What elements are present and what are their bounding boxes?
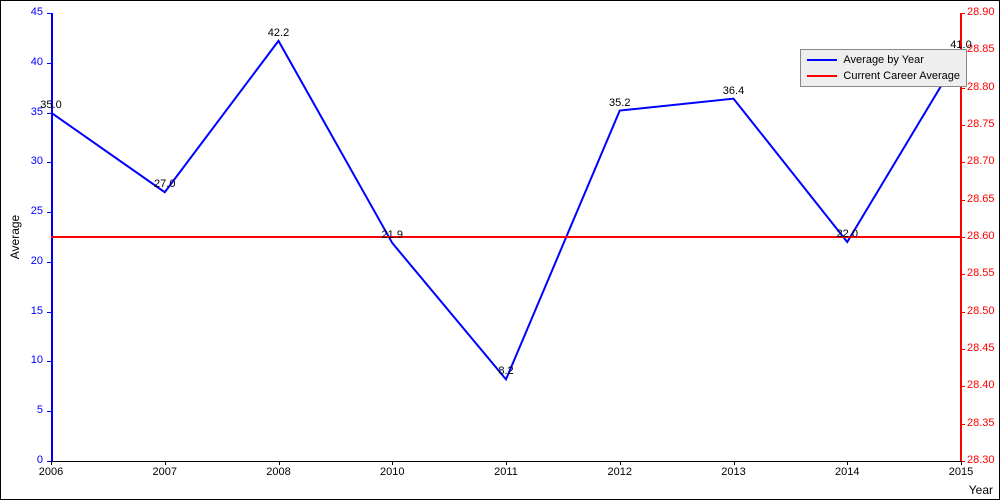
y-right-tick [961, 88, 965, 89]
x-tick [961, 461, 962, 465]
y-left-tick [47, 312, 51, 313]
y-left-tick-label: 10 [31, 354, 43, 366]
y-right-tick [961, 386, 965, 387]
y-left-tick [47, 411, 51, 412]
legend: Average by Year Current Career Average [800, 49, 967, 87]
y-right-tick [961, 13, 965, 14]
y-right-tick-label: 28.65 [967, 193, 995, 205]
legend-swatch [807, 75, 837, 77]
x-tick [847, 461, 848, 465]
data-point-label: 42.2 [268, 27, 289, 39]
y-right-tick-label: 28.40 [967, 379, 995, 391]
y-left-tick-label: 45 [31, 6, 43, 18]
legend-label: Average by Year [843, 54, 924, 66]
y-axis-title: Average [8, 215, 22, 259]
y-left-tick [47, 212, 51, 213]
y-right-tick-label: 28.70 [967, 155, 995, 167]
y-left-tick [47, 63, 51, 64]
y-right-tick-label: 28.80 [967, 81, 995, 93]
x-tick [165, 461, 166, 465]
data-point-label: 36.4 [723, 85, 744, 97]
x-tick-label: 2010 [380, 466, 404, 478]
y-left-tick-label: 25 [31, 205, 43, 217]
x-tick-label: 2013 [721, 466, 745, 478]
x-tick-label: 2015 [949, 466, 973, 478]
y-right-tick-label: 28.35 [967, 417, 995, 429]
x-tick-label: 2011 [494, 466, 518, 478]
y-right-tick-label: 28.60 [967, 230, 995, 242]
y-right-tick [961, 274, 965, 275]
y-right-tick-label: 28.30 [967, 454, 995, 466]
y-right-tick-label: 28.45 [967, 342, 995, 354]
legend-item: Current Career Average [807, 68, 960, 84]
y-right-tick [961, 125, 965, 126]
y-right-tick-label: 28.90 [967, 6, 995, 18]
x-tick [620, 461, 621, 465]
data-point-label: 35.2 [609, 97, 630, 109]
y-right-tick-label: 28.55 [967, 267, 995, 279]
x-tick [51, 461, 52, 465]
y-left-tick-label: 40 [31, 56, 43, 68]
y-right-tick [961, 349, 965, 350]
data-point-label: 21.9 [382, 229, 403, 241]
y-left-tick [47, 361, 51, 362]
legend-swatch [807, 59, 837, 61]
x-tick [506, 461, 507, 465]
y-right-tick-label: 28.50 [967, 305, 995, 317]
y-right-tick [961, 237, 965, 238]
legend-label: Current Career Average [843, 70, 960, 82]
x-tick-label: 2014 [835, 466, 859, 478]
chart-container: 05101520253035404528.3028.3528.4028.4528… [0, 0, 1000, 500]
y-left-tick-label: 15 [31, 305, 43, 317]
series-average-by-year [51, 41, 961, 379]
data-point-label: 35.0 [40, 99, 61, 111]
y-right-tick [961, 200, 965, 201]
legend-item: Average by Year [807, 52, 960, 68]
data-point-label: 22.0 [837, 228, 858, 240]
x-tick-label: 2006 [39, 466, 63, 478]
x-tick [392, 461, 393, 465]
y-left-tick-label: 20 [31, 255, 43, 267]
x-tick-label: 2007 [153, 466, 177, 478]
y-left-tick-label: 30 [31, 155, 43, 167]
x-tick [734, 461, 735, 465]
y-right-tick [961, 162, 965, 163]
y-right-tick [961, 312, 965, 313]
x-tick-label: 2008 [266, 466, 290, 478]
y-left-tick [47, 262, 51, 263]
x-tick [279, 461, 280, 465]
x-tick-label: 2012 [608, 466, 632, 478]
y-left-tick-label: 0 [37, 454, 43, 466]
y-left-tick [47, 13, 51, 14]
y-left-tick [47, 113, 51, 114]
y-right-tick [961, 424, 965, 425]
y-left-tick [47, 162, 51, 163]
data-point-label: 8.2 [498, 365, 513, 377]
data-point-label: 27.0 [154, 178, 175, 190]
y-right-tick-label: 28.75 [967, 118, 995, 130]
y-left-tick-label: 5 [37, 404, 43, 416]
x-axis-title: Year [969, 483, 993, 497]
